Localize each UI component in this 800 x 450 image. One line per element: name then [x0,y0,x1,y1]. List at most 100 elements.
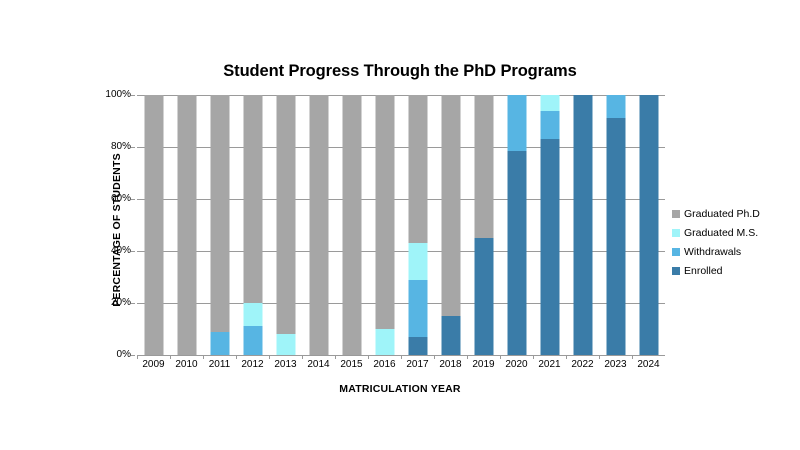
bar-segment[interactable] [441,95,460,316]
legend-swatch-icon [672,247,680,256]
legend-swatch-icon [672,209,680,218]
legend-item[interactable]: Graduated M.S. [672,224,797,241]
legend-label: Graduated Ph.D [684,207,760,220]
x-axis-tick-mark [533,355,534,359]
y-axis-tick-label: 20% [110,297,131,308]
y-axis-tick-label: 80% [110,141,131,152]
x-axis-tick-label: 2024 [637,359,660,370]
bar-slot: 2020 [500,95,533,370]
bar-segment[interactable] [243,326,262,355]
x-axis-tick-label: 2018 [439,359,462,370]
bar-segment[interactable] [243,95,262,303]
y-axis-tick-mark [131,303,135,304]
bar-segment[interactable] [540,139,559,355]
y-axis-tick-mark [131,199,135,200]
bar-segment[interactable] [408,95,427,244]
legend-swatch-icon [672,266,680,275]
bar-segment[interactable] [441,316,460,355]
stacked-bar[interactable] [210,95,229,355]
x-axis-tick-mark [500,355,501,359]
x-axis-tick-mark [269,355,270,359]
bar-segment[interactable] [177,95,196,355]
bar-slot: 2024 [632,95,665,370]
stacked-bar[interactable] [375,95,394,355]
bar-segment[interactable] [375,95,394,329]
bar-segment[interactable] [507,150,526,355]
bar-slot: 2013 [269,95,302,370]
plot-area: 2009 2010 2011 2012 2013 2014 2015 2016 2017 2018… [137,95,665,370]
gridline [137,95,665,96]
stacked-bar[interactable] [342,95,361,355]
bar-segment[interactable] [540,95,559,111]
y-axis-tick-mark [131,95,135,96]
stacked-bar[interactable] [507,95,526,355]
stacked-bar[interactable] [276,95,295,355]
x-axis-tick-label: 2013 [274,359,297,370]
stacked-bar[interactable] [639,95,658,355]
bar-segment[interactable] [276,334,295,355]
bar-segment[interactable] [606,118,625,355]
bar-segment[interactable] [474,95,493,238]
x-axis-tick-label: 2011 [208,359,231,370]
x-axis-tick-mark [203,355,204,359]
legend-item[interactable]: Withdrawals [672,243,797,260]
legend-item[interactable]: Enrolled [672,262,797,279]
bar-segment[interactable] [309,95,328,355]
gridline [137,147,665,148]
stacked-bar[interactable] [573,95,592,355]
x-axis-tick-label: 2022 [571,359,594,370]
gridline [137,199,665,200]
x-axis-tick-mark [236,355,237,359]
x-axis-tick-label: 2014 [307,359,330,370]
x-axis-tick-mark [302,355,303,359]
bar-slot: 2019 [467,95,500,370]
bar-slot: 2017 [401,95,434,370]
x-axis-tick-mark [170,355,171,359]
x-axis-title: MATRICULATION YEAR [339,383,461,395]
stacked-bar[interactable] [441,95,460,355]
bar-slot: 2014 [302,95,335,370]
stacked-bar[interactable] [144,95,163,355]
legend-item[interactable]: Graduated Ph.D [672,205,797,222]
x-axis-tick-label: 2021 [538,359,561,370]
bar-segment[interactable] [408,336,427,355]
x-axis-tick-mark [566,355,567,359]
bar-segment[interactable] [408,243,427,280]
bar-segment[interactable] [144,95,163,355]
bar-segment[interactable] [474,238,493,355]
x-axis-tick-label: 2019 [472,359,495,370]
bar-slot: 2022 [566,95,599,370]
stacked-bar[interactable] [243,95,262,355]
bar-segment[interactable] [276,95,295,335]
stacked-bar[interactable] [177,95,196,355]
y-axis-tick-mark [131,147,135,148]
bar-segment[interactable] [639,95,658,355]
stacked-bar[interactable] [540,95,559,355]
bar-slot: 2016 [368,95,401,370]
bar-segment[interactable] [375,329,394,355]
stacked-bar[interactable] [474,95,493,355]
y-axis-tick-labels: 0% 20% 40% 60% 80% 100% [89,90,135,360]
bar-segment[interactable] [408,279,427,337]
bar-slot: 2010 [170,95,203,370]
bar-segment[interactable] [210,95,229,332]
x-axis-tick-label: 2023 [604,359,627,370]
x-axis-tick-label: 2010 [175,359,198,370]
stacked-bar[interactable] [408,95,427,355]
legend-swatch-icon [672,228,680,237]
x-axis-tick-mark [467,355,468,359]
bar-segment[interactable] [243,303,262,327]
bar-slot: 2009 [137,95,170,370]
y-axis-tick-label: 100% [105,89,131,100]
stacked-bar[interactable] [606,95,625,355]
bar-segment[interactable] [540,110,559,140]
x-axis-tick-mark [368,355,369,359]
bar-segment[interactable] [606,95,625,119]
stacked-bar[interactable] [309,95,328,355]
x-axis-tick-label: 2009 [142,359,165,370]
bar-segment[interactable] [210,331,229,355]
bar-segment[interactable] [573,95,592,355]
x-axis-tick-mark [335,355,336,359]
bar-segment[interactable] [507,95,526,151]
bar-segment[interactable] [342,95,361,355]
